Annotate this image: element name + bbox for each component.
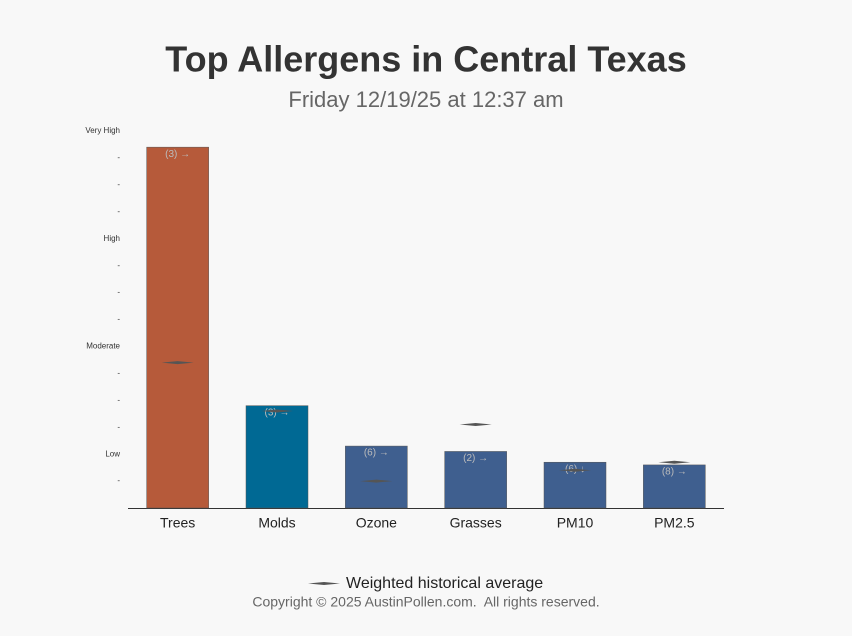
x-tick-label: Molds [258, 515, 295, 531]
y-tick-label: Moderate [86, 342, 120, 351]
bar-label: (2) → [463, 453, 488, 464]
bar-label: (3) → [265, 407, 290, 418]
bar [146, 146, 209, 509]
y-tick-label: - [117, 368, 120, 377]
historical-average [161, 361, 194, 365]
y-tick-label: - [117, 153, 120, 162]
y-tick-label: - [117, 261, 120, 270]
bar [245, 405, 309, 509]
bar-label: (6) → [364, 448, 389, 459]
x-tick-label: Trees [160, 515, 195, 531]
y-tick-label: - [117, 476, 120, 485]
x-tick-label: Grasses [450, 515, 502, 531]
x-tick-label: PM2.5 [654, 515, 695, 531]
y-tick-label: - [117, 315, 120, 324]
historical-average [360, 479, 393, 483]
historical-average [658, 460, 691, 464]
legend-swatch [308, 582, 340, 585]
historical-average [559, 468, 591, 472]
x-tick-label: PM10 [557, 515, 594, 531]
bar-label: (3) → [165, 149, 190, 160]
x-tick-label: Ozone [356, 515, 397, 531]
copyright: Copyright © 2025 AustinPollen.com. All r… [252, 594, 599, 610]
y-tick-label: - [117, 422, 120, 431]
bar-label: (8) → [662, 467, 687, 478]
bar [543, 461, 607, 509]
y-tick-label: - [117, 395, 120, 404]
chart-title: Top Allergens in Central Texas [165, 39, 686, 80]
y-tick-label: Very High [85, 126, 120, 135]
bar [345, 445, 408, 509]
y-tick-label: - [117, 288, 120, 297]
y-tick-label: - [117, 207, 120, 216]
chart-subtitle: Friday 12/19/25 at 12:37 am [288, 87, 563, 112]
historical-average [459, 423, 492, 427]
historical-average [261, 409, 293, 413]
legend-label: Weighted historical average [346, 575, 543, 592]
y-tick-label: Low [105, 449, 120, 458]
bar [643, 464, 706, 509]
y-tick-label: - [117, 180, 120, 189]
y-tick-label: High [104, 234, 120, 243]
bar [444, 451, 507, 509]
